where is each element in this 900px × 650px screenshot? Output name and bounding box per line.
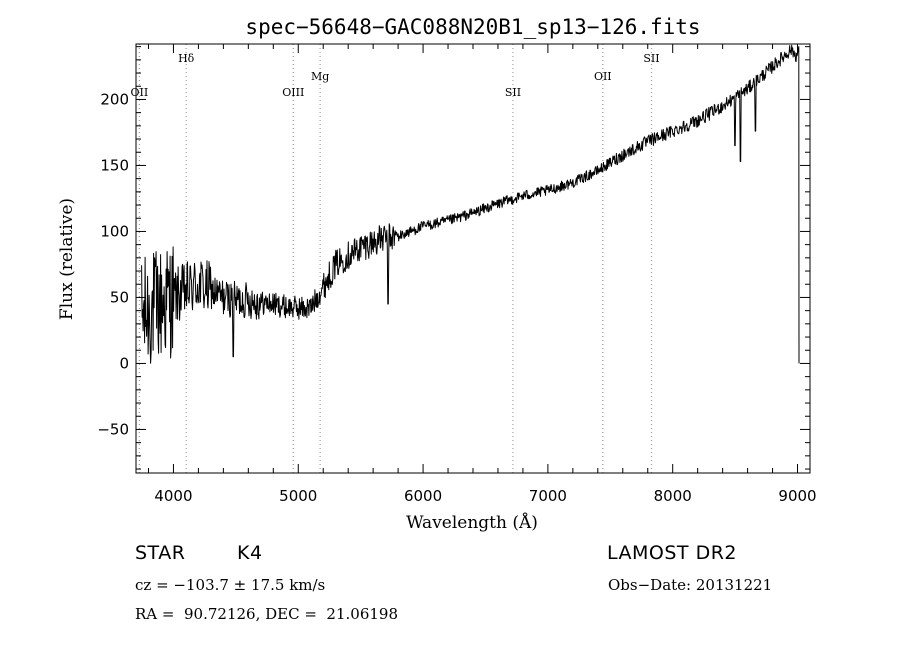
object-class: STAR: [135, 542, 186, 564]
line-marker-label-4: SII: [505, 86, 521, 99]
spectrum-plot: spec−56648−GAC088N20B1_sp13−126.fits OII…: [57, 15, 817, 533]
x-axis-label: Wavelength (Å): [406, 512, 538, 533]
x-tick-label-2: 6000: [404, 487, 442, 505]
line-marker-label-1: Hδ: [178, 52, 195, 65]
axis-ticks: 4000 5000 6000 7000 8000 9000 −50 0 50 100 150 200: [97, 44, 817, 505]
y-tick-label-5: 200: [100, 90, 129, 108]
line-marker-label-6: SII: [643, 52, 659, 65]
x-tick-label-5: 9000: [778, 487, 816, 505]
x-tick-label-3: 7000: [529, 487, 567, 505]
sky-coordinates: RA = 90.72126, DEC = 21.06198: [135, 605, 399, 623]
line-marker-label-3: Mg: [311, 70, 329, 83]
spectrum-line: [141, 44, 800, 364]
emission-line-markers: OII Hδ OIII Mg SII OII SII: [131, 44, 660, 473]
observation-date: Obs−Date: 20131221: [608, 576, 773, 594]
line-marker-label-2: OIII: [282, 86, 304, 99]
line-marker-label-5: OII: [594, 70, 612, 83]
redshift-value: cz = −103.7 ± 17.5 km/s: [135, 576, 326, 594]
y-tick-label-2: 50: [110, 288, 129, 306]
data-release: LAMOST DR2: [607, 542, 737, 564]
y-tick-label-4: 150: [100, 156, 129, 174]
chart-title: spec−56648−GAC088N20B1_sp13−126.fits: [245, 15, 700, 39]
y-tick-label-3: 100: [100, 222, 129, 240]
y-tick-label-1: 0: [119, 354, 129, 372]
line-marker-label-0: OII: [131, 86, 149, 99]
y-axis-label: Flux (relative): [57, 198, 77, 320]
x-tick-label-4: 8000: [654, 487, 692, 505]
spectral-subclass: K4: [237, 542, 263, 564]
x-tick-label-1: 5000: [279, 487, 317, 505]
x-tick-label-0: 4000: [154, 487, 192, 505]
y-tick-label-0: −50: [97, 420, 129, 438]
